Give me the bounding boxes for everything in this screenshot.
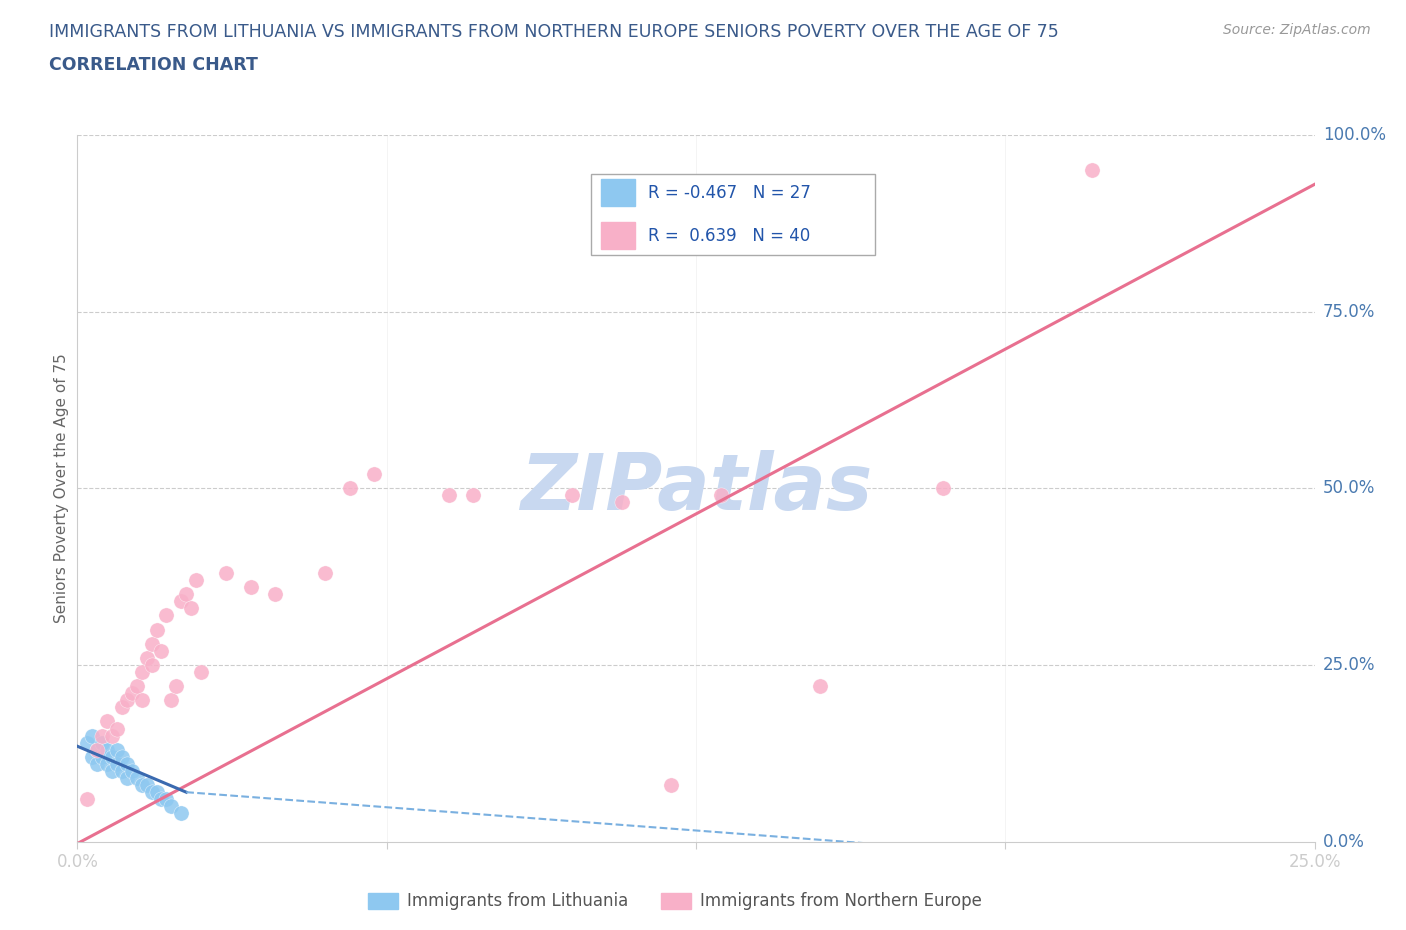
Point <box>115 756 138 771</box>
Point <box>561 488 583 503</box>
Point <box>314 565 336 580</box>
Point <box>141 658 163 672</box>
Point <box>135 650 157 665</box>
Point <box>82 728 104 743</box>
FancyBboxPatch shape <box>591 174 876 255</box>
Point <box>141 636 163 651</box>
Point <box>101 764 124 778</box>
Point <box>101 750 124 764</box>
Point <box>170 594 193 609</box>
Point <box>105 742 128 757</box>
Point <box>76 791 98 806</box>
Point <box>135 777 157 792</box>
Point <box>180 601 202 616</box>
Point <box>111 764 134 778</box>
Text: 25.0%: 25.0% <box>1323 656 1375 674</box>
Text: 50.0%: 50.0% <box>1323 479 1375 498</box>
Point <box>155 608 177 623</box>
Point <box>86 742 108 757</box>
Point <box>463 488 485 503</box>
Legend: Immigrants from Lithuania, Immigrants from Northern Europe: Immigrants from Lithuania, Immigrants fr… <box>361 885 988 917</box>
Point <box>150 791 173 806</box>
Text: Source: ZipAtlas.com: Source: ZipAtlas.com <box>1223 23 1371 37</box>
Point <box>96 742 118 757</box>
Point <box>141 785 163 800</box>
Point <box>91 736 114 751</box>
Point <box>101 728 124 743</box>
Point <box>111 750 134 764</box>
Point <box>184 573 207 588</box>
Point <box>121 764 143 778</box>
Text: R = -0.467   N = 27: R = -0.467 N = 27 <box>648 184 811 202</box>
Point <box>96 714 118 729</box>
Point <box>1081 163 1104 178</box>
Point <box>339 481 361 496</box>
Point <box>174 587 197 602</box>
Point <box>86 742 108 757</box>
Point <box>215 565 238 580</box>
Point <box>150 644 173 658</box>
Point <box>264 587 287 602</box>
Point <box>160 799 183 814</box>
Point <box>437 488 460 503</box>
Text: 100.0%: 100.0% <box>1323 126 1386 144</box>
Point <box>363 467 385 482</box>
Text: ZIPatlas: ZIPatlas <box>520 450 872 526</box>
Point <box>111 700 134 715</box>
Point <box>155 791 177 806</box>
Point <box>145 622 167 637</box>
Point <box>165 679 187 694</box>
Text: 75.0%: 75.0% <box>1323 302 1375 321</box>
Point <box>131 665 153 680</box>
Point <box>86 756 108 771</box>
Point <box>115 771 138 786</box>
Point <box>145 785 167 800</box>
Point <box>190 665 212 680</box>
Bar <box>600 222 636 249</box>
Text: IMMIGRANTS FROM LITHUANIA VS IMMIGRANTS FROM NORTHERN EUROPE SENIORS POVERTY OVE: IMMIGRANTS FROM LITHUANIA VS IMMIGRANTS … <box>49 23 1059 41</box>
Point <box>105 756 128 771</box>
Point <box>121 685 143 700</box>
Point <box>659 777 682 792</box>
Point <box>115 693 138 708</box>
Point <box>131 777 153 792</box>
Point <box>96 756 118 771</box>
Point <box>91 750 114 764</box>
Point <box>125 679 148 694</box>
Point <box>808 679 831 694</box>
Point <box>160 693 183 708</box>
Point <box>82 750 104 764</box>
Point <box>76 736 98 751</box>
Bar <box>600 179 636 206</box>
Point <box>932 481 955 496</box>
Text: 0.0%: 0.0% <box>1323 832 1365 851</box>
Point <box>610 495 633 510</box>
Point <box>710 488 733 503</box>
Point <box>131 693 153 708</box>
Text: R =  0.639   N = 40: R = 0.639 N = 40 <box>648 227 810 245</box>
Point <box>91 728 114 743</box>
Text: CORRELATION CHART: CORRELATION CHART <box>49 56 259 73</box>
Point <box>239 579 262 594</box>
Point <box>105 721 128 736</box>
Point <box>170 806 193 821</box>
Point <box>125 771 148 786</box>
Y-axis label: Seniors Poverty Over the Age of 75: Seniors Poverty Over the Age of 75 <box>53 353 69 623</box>
